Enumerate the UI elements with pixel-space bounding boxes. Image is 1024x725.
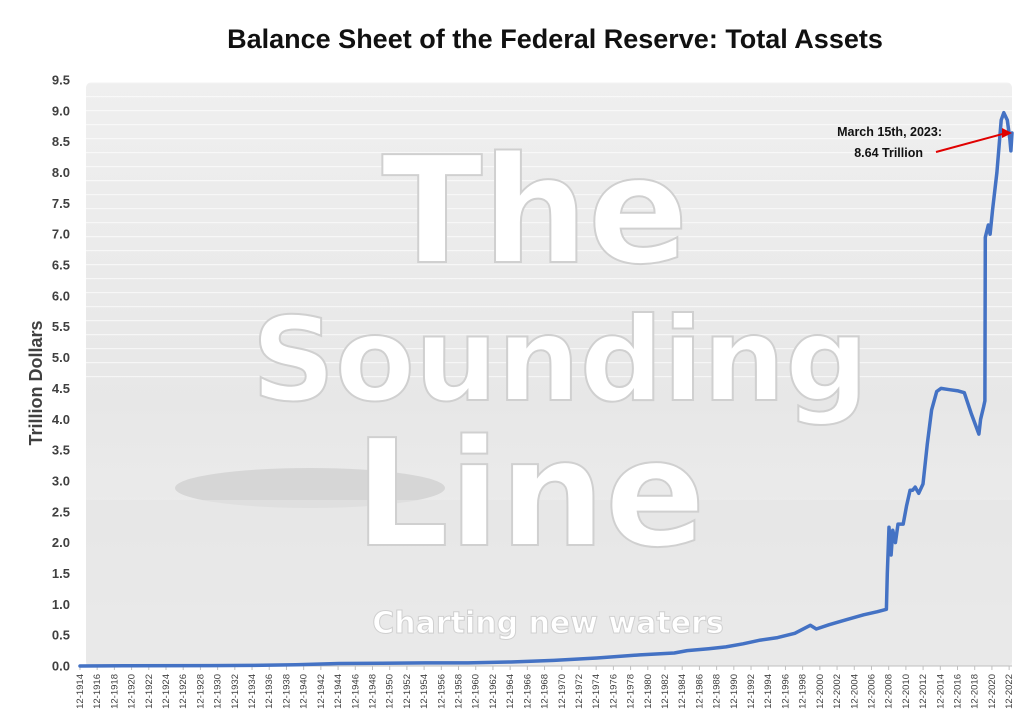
y-tick-label: 0.0 xyxy=(52,659,70,674)
x-tick-label: 12-1918 xyxy=(109,674,120,709)
y-tick-label: 9.0 xyxy=(52,103,70,118)
x-tick-label: 12-1978 xyxy=(626,674,637,709)
x-tick-label: 12-1990 xyxy=(729,674,740,709)
x-tick-label: 12-1948 xyxy=(367,674,378,709)
watermark: The Sounding Line Charting new waters xyxy=(86,82,1012,666)
x-tick-label: 12-2000 xyxy=(815,674,826,709)
x-tick-label: 12-1972 xyxy=(574,674,585,709)
x-tick-label: 12-2020 xyxy=(987,674,998,709)
x-tick-label: 12-2014 xyxy=(935,674,946,709)
y-tick-label: 4.0 xyxy=(52,412,70,427)
annotation-arrowhead xyxy=(1002,128,1012,139)
y-tick-label: 3.5 xyxy=(52,443,70,458)
x-tick-label: 12-1950 xyxy=(385,674,396,709)
x-tick-label: 12-2016 xyxy=(953,674,964,709)
x-tick-label: 12-1954 xyxy=(419,674,430,709)
y-tick-label: 0.5 xyxy=(52,628,70,643)
y-tick-label: 7.0 xyxy=(52,227,70,242)
annotation-arrow-line xyxy=(935,132,1007,153)
chart-title: Balance Sheet of the Federal Reserve: To… xyxy=(227,24,883,54)
x-tick-label: 12-1934 xyxy=(247,674,258,709)
x-tick-label: 12-1932 xyxy=(230,674,241,709)
y-tick-label: 2.5 xyxy=(52,504,70,519)
y-tick-label: 5.5 xyxy=(52,319,70,334)
x-tick-label: 12-1976 xyxy=(608,674,619,709)
x-tick-label: 12-1962 xyxy=(488,674,499,709)
x-tick-label: 12-2018 xyxy=(970,674,981,709)
watermark-text-line: Line xyxy=(355,408,706,580)
x-tick-label: 12-1936 xyxy=(264,674,275,709)
x-tick-label: 12-1998 xyxy=(798,674,809,709)
y-tick-label: 6.0 xyxy=(52,288,70,303)
watermark-text-sounding: Sounding xyxy=(252,293,869,428)
y-axis: 0.0 0.5 1.0 1.5 2.0 2.5 3.0 3.5 4.0 4.5 5.0 5.5 6.0 6… xyxy=(52,73,70,674)
x-tick-label: 12-1956 xyxy=(436,674,447,709)
x-tick-label: 12-1916 xyxy=(92,674,103,709)
watermark-tagline: Charting new waters xyxy=(372,606,723,641)
y-tick-label: 8.0 xyxy=(52,165,70,180)
x-tick-label: 12-1942 xyxy=(316,674,327,709)
series-line xyxy=(78,110,1014,668)
x-tick-label: 12-1944 xyxy=(333,674,344,709)
x-tick-label: 12-1924 xyxy=(161,674,172,709)
y-tick-label: 4.5 xyxy=(52,381,70,396)
x-tick-label: 12-2010 xyxy=(901,674,912,709)
x-tick-label: 12-2012 xyxy=(918,674,929,709)
y-tick-label: 7.5 xyxy=(52,196,70,211)
x-tick-label: 12-1980 xyxy=(643,674,654,709)
x-tick-label: 12-1964 xyxy=(505,674,516,709)
y-tick-label: 5.0 xyxy=(52,350,70,365)
x-tick-label: 12-1996 xyxy=(780,674,791,709)
y-tick-label: 9.5 xyxy=(52,73,70,88)
x-tick-label: 12-1970 xyxy=(557,674,568,709)
x-tick-label: 12-1922 xyxy=(144,674,155,709)
x-tick-label: 12-2008 xyxy=(884,674,895,709)
x-tick-label: 12-1974 xyxy=(591,674,602,709)
x-tick-label: 12-2004 xyxy=(849,674,860,709)
x-tick-label: 12-1926 xyxy=(178,674,189,709)
x-tick-label: 12-1986 xyxy=(694,674,705,709)
x-tick-label: 12-1988 xyxy=(712,674,723,709)
x-tick-label: 12-1960 xyxy=(471,674,482,709)
x-tick-label: 12-1966 xyxy=(522,674,533,709)
y-tick-label: 6.5 xyxy=(52,258,70,273)
series-layer xyxy=(78,110,1014,668)
watermark-stripes xyxy=(86,82,1012,382)
x-tick-label: 12-1984 xyxy=(677,674,688,709)
y-tick-label: 3.0 xyxy=(52,473,70,488)
x-tick-label: 12-1982 xyxy=(660,674,671,709)
y-tick-label: 1.0 xyxy=(52,597,70,612)
y-tick-label: 2.0 xyxy=(52,535,70,550)
x-axis: 12-1914 12-1916 12-1918 12-1920 12-1922 12-19… xyxy=(75,665,1015,709)
x-tick-label: 12-1940 xyxy=(299,674,310,709)
x-tick-label: 12-1930 xyxy=(213,674,224,709)
watermark-water xyxy=(86,500,1012,666)
y-tick-label: 8.5 xyxy=(52,134,70,149)
x-tick-label: 12-1952 xyxy=(402,674,413,709)
x-tick-label: 12-1968 xyxy=(540,674,551,709)
annotation-text-line1: March 15th, 2023: xyxy=(837,125,942,139)
x-tick-label: 12-1920 xyxy=(127,674,138,709)
x-tick-label: 12-1928 xyxy=(195,674,206,709)
x-tick-label: 12-2006 xyxy=(866,674,877,709)
x-tick-label: 12-1994 xyxy=(763,674,774,709)
x-tick-label: 12-1914 xyxy=(75,674,86,709)
annotation-text-line2: 8.64 Trillion xyxy=(854,146,923,160)
annotation-layer: March 15th, 2023: 8.64 Trillion xyxy=(837,125,1012,160)
y-tick-label: 1.5 xyxy=(52,566,70,581)
watermark-ship-silhouette xyxy=(175,468,445,508)
x-tick-label: 12-2002 xyxy=(832,674,843,709)
x-tick-label: 12-1992 xyxy=(746,674,757,709)
x-tick-label: 12-1938 xyxy=(281,674,292,709)
x-tick-label: 12-1946 xyxy=(350,674,361,709)
watermark-text-the: The xyxy=(382,125,689,297)
x-tick-label: 12-1958 xyxy=(454,674,465,709)
x-tick-label: 12-2022 xyxy=(1004,674,1015,709)
